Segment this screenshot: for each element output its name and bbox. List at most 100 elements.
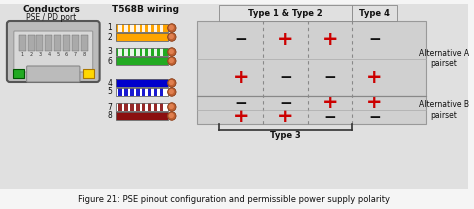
Text: 5: 5	[56, 52, 59, 57]
Bar	[118, 24, 122, 32]
Bar	[13, 69, 24, 78]
Bar	[124, 48, 128, 56]
Text: 2: 2	[108, 33, 112, 42]
Circle shape	[170, 90, 173, 93]
Text: +: +	[366, 68, 383, 87]
Text: 1: 1	[108, 23, 112, 33]
Bar	[117, 57, 168, 65]
Text: Conductors: Conductors	[22, 5, 80, 14]
Bar	[148, 48, 151, 56]
Text: +: +	[277, 30, 294, 49]
Text: −: −	[279, 96, 292, 111]
Bar	[142, 48, 146, 56]
Circle shape	[170, 35, 173, 38]
Bar	[117, 79, 168, 87]
Bar	[142, 24, 146, 32]
Text: Alternative A
pairset: Alternative A pairset	[419, 49, 469, 68]
Circle shape	[168, 112, 176, 120]
Bar	[0, 4, 467, 189]
Bar	[19, 35, 26, 51]
Bar	[118, 103, 122, 111]
FancyBboxPatch shape	[7, 21, 100, 82]
Text: 8: 8	[108, 111, 112, 121]
Text: 4: 4	[47, 52, 50, 57]
Text: 7: 7	[108, 102, 112, 111]
Text: 2: 2	[29, 52, 33, 57]
Circle shape	[168, 88, 176, 96]
Circle shape	[168, 33, 176, 41]
Bar	[154, 88, 157, 96]
Bar	[352, 5, 397, 21]
Bar	[117, 88, 168, 96]
FancyBboxPatch shape	[14, 31, 93, 72]
Bar	[136, 48, 139, 56]
Text: Alternative B
pairset: Alternative B pairset	[419, 100, 469, 120]
Text: 4: 4	[108, 79, 112, 88]
Bar	[142, 103, 146, 111]
Bar	[148, 24, 151, 32]
Circle shape	[170, 105, 173, 108]
Bar	[36, 35, 44, 51]
Circle shape	[170, 26, 173, 29]
Text: 3: 3	[38, 52, 42, 57]
Circle shape	[170, 59, 173, 62]
Text: PSE / PD port: PSE / PD port	[26, 14, 76, 23]
Text: Type 4: Type 4	[359, 9, 390, 18]
Text: 7: 7	[74, 52, 77, 57]
Circle shape	[168, 24, 176, 32]
Bar	[197, 21, 426, 96]
Bar	[118, 88, 122, 96]
Text: −: −	[235, 96, 247, 111]
Bar	[117, 112, 168, 120]
Bar	[148, 103, 151, 111]
Bar	[117, 112, 168, 120]
Bar	[160, 103, 163, 111]
Text: −: −	[324, 110, 337, 125]
Text: Type 1 & Type 2: Type 1 & Type 2	[248, 9, 323, 18]
Circle shape	[168, 103, 176, 111]
Circle shape	[170, 50, 173, 53]
Bar	[46, 35, 52, 51]
Circle shape	[168, 79, 176, 87]
Text: T568B wiring: T568B wiring	[112, 5, 180, 14]
Bar	[117, 79, 168, 87]
Text: −: −	[368, 110, 381, 125]
Bar	[154, 103, 157, 111]
Text: 6: 6	[65, 52, 68, 57]
Bar	[83, 69, 94, 78]
Text: −: −	[368, 32, 381, 47]
Bar	[219, 5, 352, 21]
Text: −: −	[279, 70, 292, 85]
Text: 1: 1	[21, 52, 24, 57]
Bar	[117, 33, 168, 41]
Text: Type 3: Type 3	[270, 130, 301, 139]
Circle shape	[170, 114, 173, 117]
Bar	[118, 48, 122, 56]
Bar	[72, 35, 79, 51]
Bar	[117, 24, 168, 32]
Text: +: +	[233, 107, 249, 126]
Bar	[117, 48, 168, 56]
Bar	[124, 88, 128, 96]
Text: 3: 3	[108, 47, 112, 56]
Bar	[130, 88, 134, 96]
Circle shape	[170, 81, 173, 84]
Text: 8: 8	[83, 52, 86, 57]
Bar	[154, 24, 157, 32]
Text: +: +	[322, 30, 338, 49]
Bar	[130, 24, 134, 32]
Text: 6: 6	[108, 56, 112, 65]
Text: Figure 21: PSE pinout configuration and permissible power supply polarity: Figure 21: PSE pinout configuration and …	[78, 195, 390, 204]
Bar	[124, 103, 128, 111]
Bar	[136, 88, 139, 96]
Text: 5: 5	[108, 88, 112, 97]
Bar	[130, 103, 134, 111]
Bar	[160, 88, 163, 96]
Bar	[160, 24, 163, 32]
Bar	[63, 35, 70, 51]
Bar	[142, 88, 146, 96]
Bar	[117, 33, 168, 41]
Bar	[117, 103, 168, 111]
Text: +: +	[366, 93, 383, 112]
Bar	[136, 24, 139, 32]
